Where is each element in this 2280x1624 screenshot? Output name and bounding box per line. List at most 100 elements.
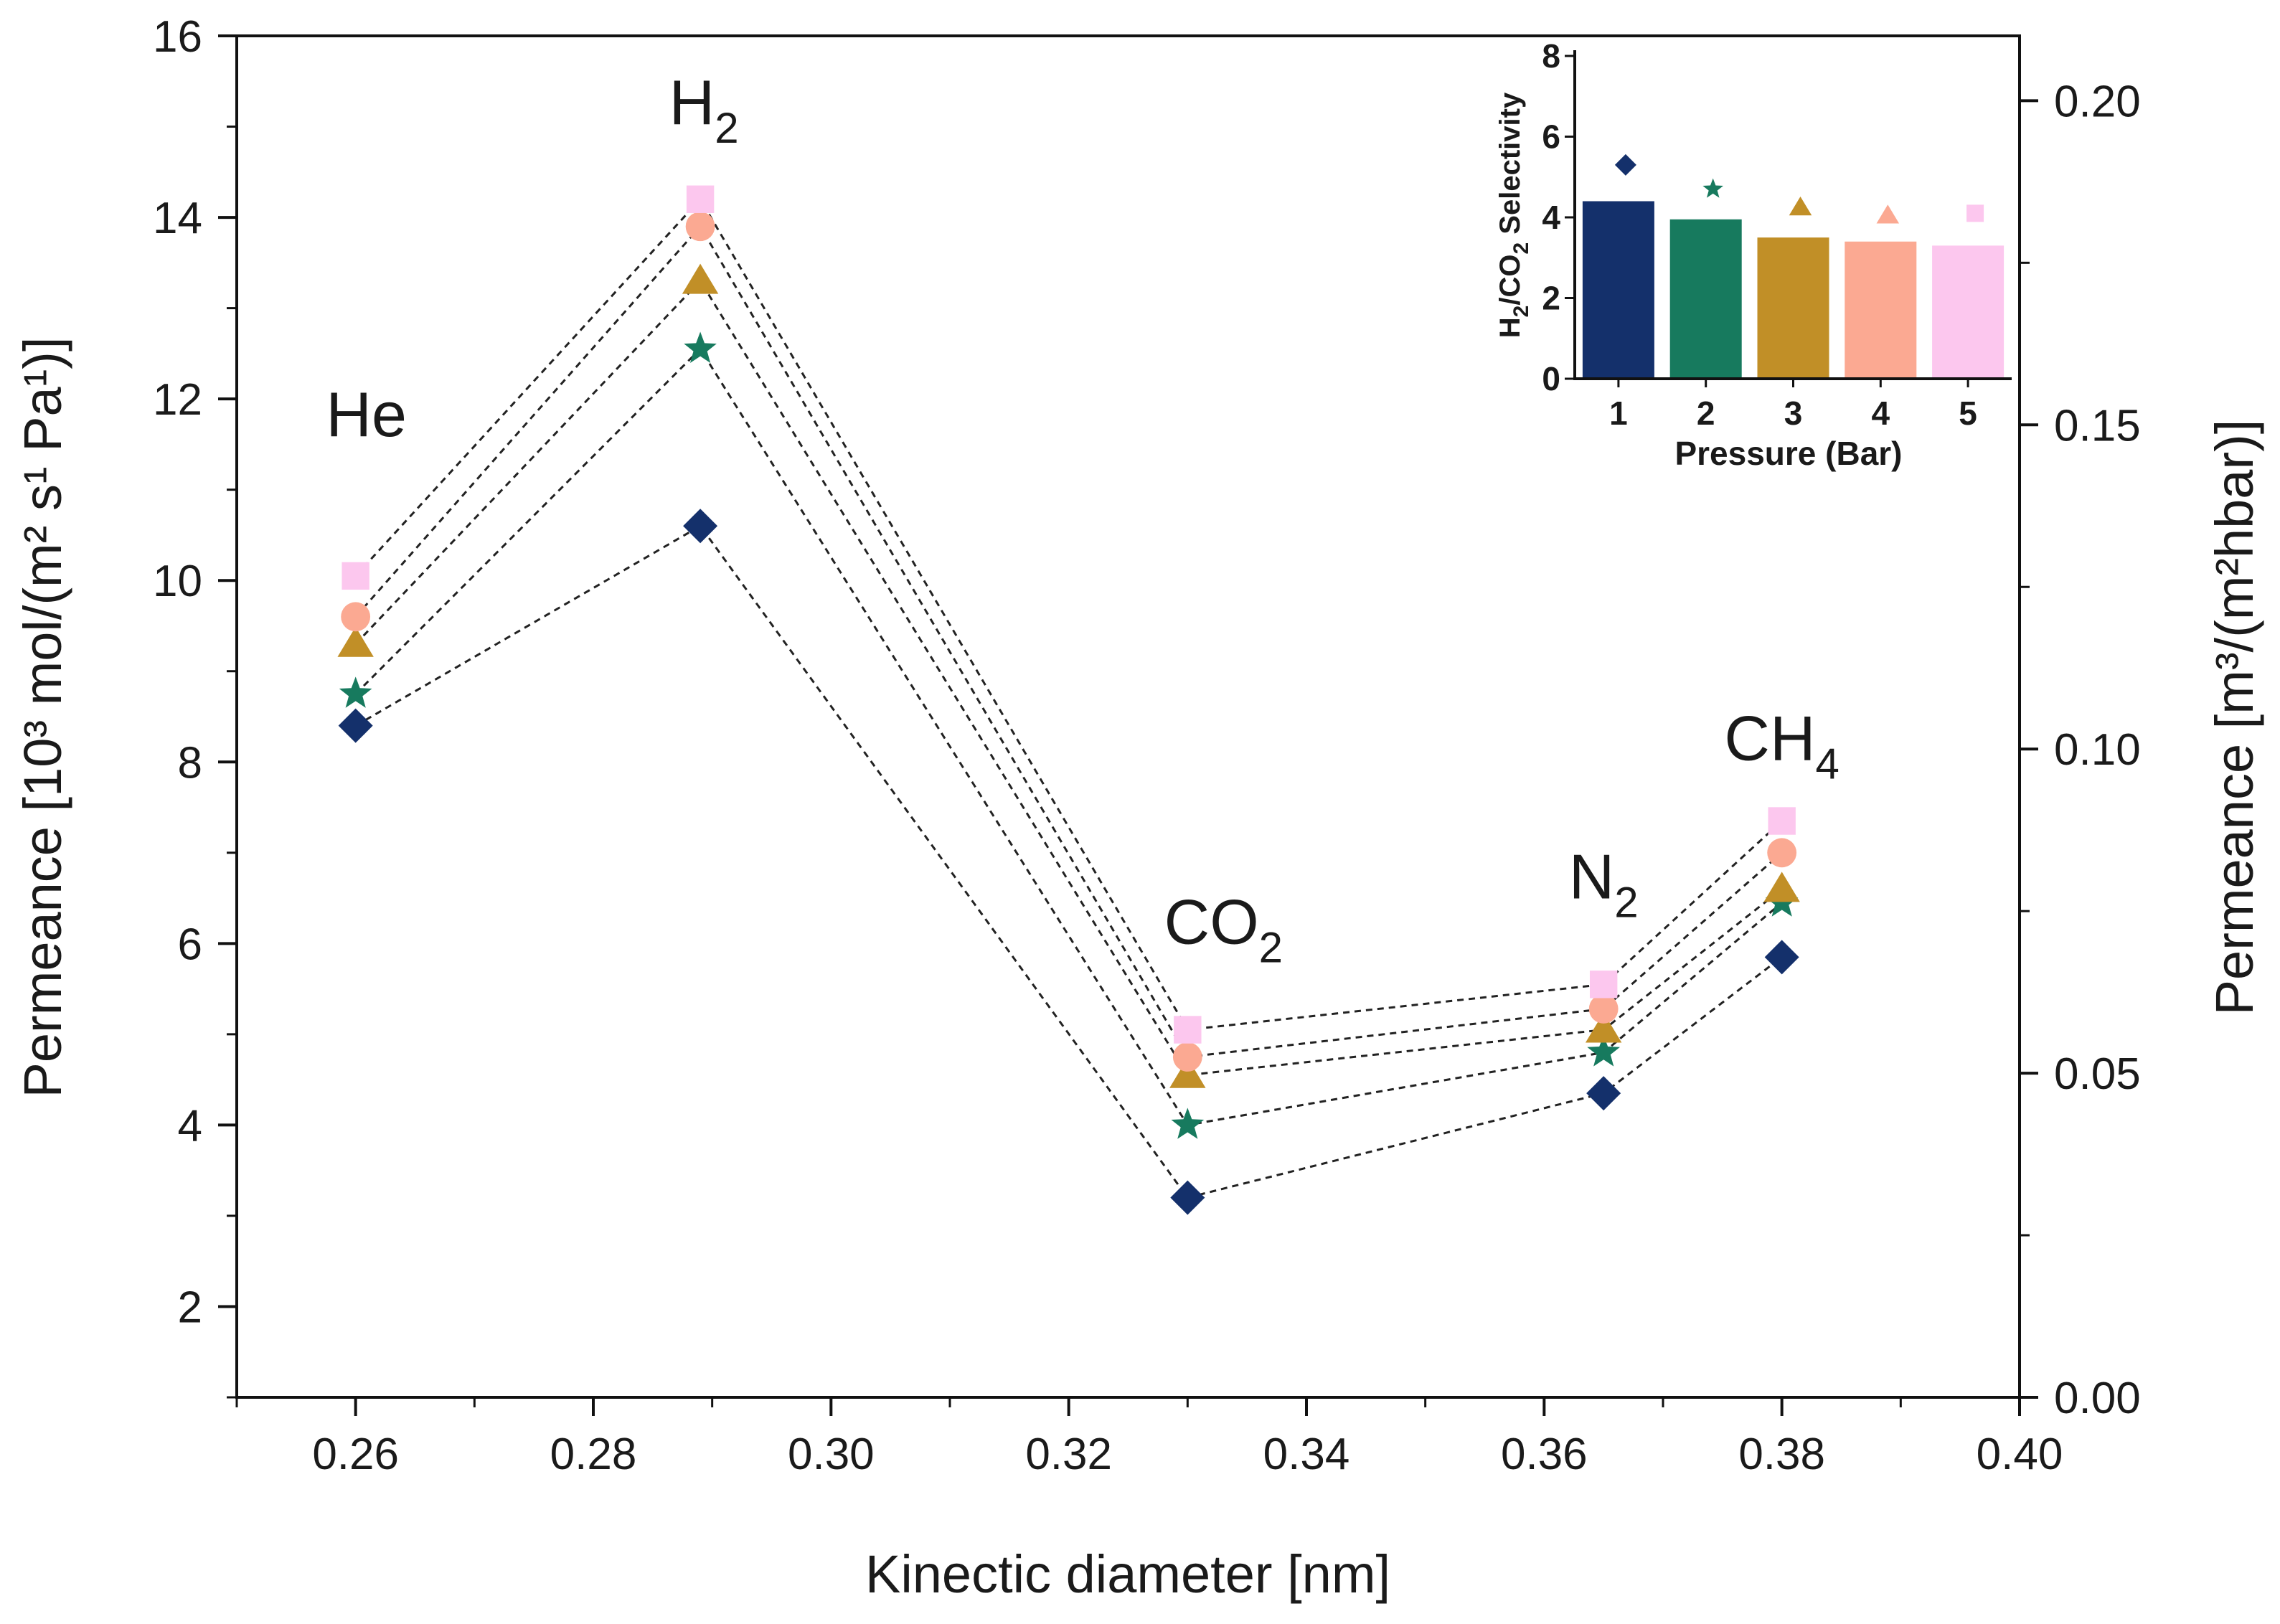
series-3-point [682, 263, 719, 294]
series-line-2 [354, 347, 1783, 1127]
y-axis-title: Permeance [10³ mol/(m² s¹ Pa¹)] [13, 337, 72, 1098]
x-tick-label: 0.30 [788, 1430, 875, 1479]
series-3-point [1763, 872, 1800, 902]
inset-y-tick-label: 4 [1542, 199, 1560, 236]
gas-label-sub: 2 [715, 104, 738, 152]
y-tick-label: 14 [153, 194, 202, 243]
series-2-point [684, 331, 717, 363]
series-3-point [1169, 1057, 1206, 1088]
inset-markers [1614, 154, 1984, 224]
series-3-point [337, 626, 374, 657]
x-tick-label: 0.26 [312, 1430, 399, 1479]
gas-label: CO2 [1164, 887, 1283, 972]
series-1-point [1170, 1180, 1205, 1215]
inset-y-tick-label: 0 [1542, 360, 1560, 397]
series-1-point [1586, 1076, 1621, 1111]
inset-x-tick-label: 2 [1697, 395, 1715, 432]
gas-label: N2 [1569, 841, 1639, 926]
gas-label-sub: 4 [1816, 740, 1839, 788]
x-tick-label: 0.28 [550, 1430, 637, 1479]
inset-marker-2 [1702, 178, 1723, 198]
series-5-point [341, 562, 369, 590]
inset-y-axis-title: H2/CO2 Selectivity [1494, 92, 1533, 338]
inset-marker-5 [1966, 204, 1984, 222]
inset-bar-1 [1582, 201, 1654, 379]
inset-x-tick-label: 5 [1959, 395, 1977, 432]
series-markers [337, 185, 1800, 1215]
x-tick-label: 0.36 [1501, 1430, 1588, 1479]
series-3-point [1585, 1012, 1622, 1043]
inset-x-axis-title: Pressure (Bar) [1674, 435, 1902, 472]
y-right-axis-title: Permeance [m³/(m²hbar)] [2205, 420, 2264, 1016]
series-4-point [1588, 994, 1619, 1024]
x-axis-title: Kinectic diameter [nm] [865, 1544, 1390, 1604]
series-line-5 [354, 197, 1783, 1031]
gas-label-main: CH [1724, 703, 1815, 774]
inset-marker-3 [1789, 196, 1812, 216]
y-right-tick-label: 0.05 [2054, 1049, 2141, 1099]
inset-ylabel-sub: 2 [1509, 306, 1533, 318]
y-right-tick-label: 0.15 [2054, 401, 2141, 450]
series-1-point [683, 509, 718, 544]
series-line-4 [354, 225, 1783, 1059]
series-line-1 [354, 524, 1783, 1199]
series-line-3 [354, 279, 1783, 1077]
series-2-point [1171, 1108, 1205, 1139]
y-right-tick-label: 0.20 [2054, 77, 2141, 126]
series-2-point [1587, 1035, 1620, 1067]
inset-ylabel-part: /CO [1494, 255, 1526, 306]
inset-ylabel-sub: 2 [1509, 242, 1533, 255]
series-1-point [338, 708, 373, 743]
inset-x-tick-label: 4 [1872, 395, 1890, 432]
gas-label-main: H [669, 67, 715, 138]
series-5-point [686, 185, 715, 213]
inset-marker-4 [1876, 204, 1900, 224]
x-tick-label: 0.38 [1738, 1430, 1825, 1479]
y-tick-label: 12 [153, 375, 202, 425]
y-tick-label: 8 [178, 738, 202, 788]
series-5-point [1768, 807, 1796, 835]
y-tick-label: 6 [178, 920, 202, 969]
y-tick-label: 16 [153, 12, 202, 62]
inset-x-tick-label: 1 [1609, 395, 1628, 432]
x-tick-label: 0.32 [1025, 1430, 1112, 1479]
series-5-point [1174, 1016, 1202, 1044]
gas-label-sub: 2 [1259, 924, 1283, 972]
y-tick-label: 4 [178, 1101, 202, 1151]
inset-ylabel-part: H [1494, 317, 1526, 338]
inset-marker-1 [1614, 154, 1636, 176]
series-4-point [1767, 838, 1797, 868]
y-right-tick-label: 0.10 [2054, 725, 2141, 775]
y-tick-label: 2 [178, 1283, 202, 1332]
series-5-point [1589, 971, 1618, 999]
gas-label-main: N [1569, 841, 1615, 912]
plot-frame [235, 34, 2021, 1399]
inset-x-tick-label: 3 [1784, 395, 1803, 432]
inset-bar-3 [1757, 237, 1829, 379]
gas-label: CH4 [1724, 703, 1839, 788]
y-tick-label: 10 [153, 557, 202, 606]
inset-y-tick-label: 2 [1542, 280, 1560, 317]
series-4-point [1172, 1042, 1202, 1072]
inset-bars [1582, 201, 2005, 379]
series-4-point [341, 602, 371, 632]
series-4-point [685, 212, 715, 242]
series-1-point [1764, 940, 1799, 975]
inset-y-tick-label: 6 [1542, 118, 1560, 156]
series-2-point [339, 676, 372, 708]
inset-bar-4 [1845, 241, 1917, 379]
inset-ylabel-part: Selectivity [1494, 92, 1526, 242]
inset-bar-5 [1932, 245, 2005, 379]
gas-label: He [326, 379, 407, 450]
inset-y-tick-label: 8 [1542, 37, 1560, 75]
inset-axis-ticks: 1 2 3 4 5 0 2 4 6 8 [1542, 37, 1977, 432]
axis-ticks: 0.26 0.28 0.30 0.32 0.34 0.36 0.38 0.4024681012… [153, 12, 2141, 1479]
inset-bar-2 [1669, 219, 1742, 379]
y-right-tick-label: 0.00 [2054, 1374, 2141, 1423]
series-lines [354, 197, 1783, 1199]
x-tick-label: 0.40 [1977, 1430, 2063, 1479]
gas-label: H2 [669, 67, 739, 152]
